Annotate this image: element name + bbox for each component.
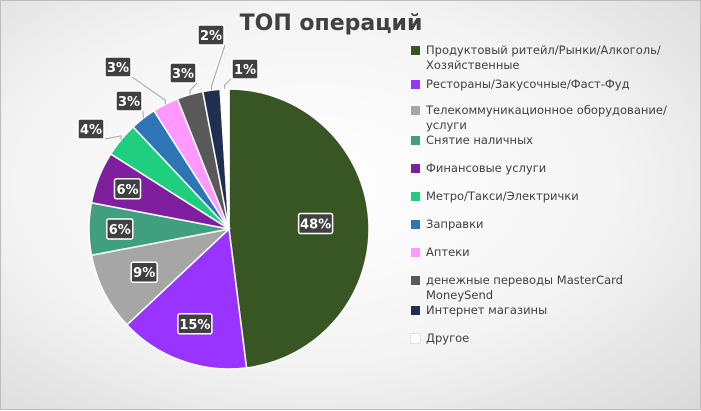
- data-label: 3%: [172, 67, 194, 82]
- legend-item: Финансовые услуги: [411, 161, 691, 176]
- legend-swatch: [411, 46, 420, 55]
- data-label: 48%: [300, 218, 331, 233]
- data-label: 4%: [80, 123, 102, 138]
- data-label: 3%: [107, 61, 129, 76]
- legend-swatch: [411, 136, 420, 145]
- data-label: 6%: [116, 183, 138, 198]
- legend-swatch: [411, 106, 420, 115]
- legend-swatch: [411, 192, 420, 201]
- legend-label: Другое: [426, 331, 469, 346]
- legend-label: Телекоммуникационное оборудование/услуги: [426, 103, 691, 133]
- legend-label: Финансовые услуги: [426, 161, 546, 176]
- legend-label: Интернет магазины: [426, 303, 547, 318]
- legend-swatch: [411, 276, 420, 285]
- legend-item: Интернет магазины: [411, 303, 691, 318]
- legend-label: Рестораны/Закусочные/Фаст-Фуд: [426, 77, 630, 92]
- legend-label: денежные переводы MasterCard MoneySend: [426, 273, 691, 303]
- data-label: 9%: [133, 266, 155, 281]
- legend-item: Снятие наличных: [411, 133, 691, 148]
- data-label: 2%: [200, 29, 222, 44]
- legend-item: денежные переводы MasterCard MoneySend: [411, 273, 691, 303]
- data-label: 1%: [234, 63, 256, 78]
- leader-line: [225, 79, 231, 89]
- leader-line: [105, 136, 121, 140]
- legend-swatch: [411, 80, 420, 89]
- legend-label: Метро/Такси/Электрички: [426, 189, 579, 204]
- legend-label: Аптеки: [426, 245, 470, 260]
- legend-item: Другое: [411, 331, 691, 346]
- data-label: 3%: [118, 95, 140, 110]
- leader-line: [212, 45, 226, 90]
- legend-item: Рестораны/Закусочные/Фаст-Фуд: [411, 77, 691, 92]
- legend: Продуктовый ритейл/Рынки/Алкоголь/Хозяйс…: [411, 43, 691, 346]
- legend-item: Телекоммуникационное оборудование/услуги: [411, 103, 691, 133]
- legend-swatch: [411, 220, 420, 229]
- legend-swatch: [411, 334, 420, 343]
- legend-swatch: [411, 164, 420, 173]
- legend-label: Продуктовый ритейл/Рынки/Алкоголь/Хозяйс…: [426, 43, 691, 73]
- legend-item: Продуктовый ритейл/Рынки/Алкоголь/Хозяйс…: [411, 43, 691, 73]
- legend-item: Заправки: [411, 217, 691, 232]
- legend-item: Метро/Такси/Электрички: [411, 189, 691, 204]
- legend-label: Снятие наличных: [426, 133, 533, 148]
- legend-swatch: [411, 248, 420, 257]
- legend-item: Аптеки: [411, 245, 691, 260]
- legend-label: Заправки: [426, 217, 483, 232]
- data-label: 6%: [109, 223, 131, 238]
- data-label: 15%: [179, 318, 210, 333]
- legend-swatch: [411, 306, 420, 315]
